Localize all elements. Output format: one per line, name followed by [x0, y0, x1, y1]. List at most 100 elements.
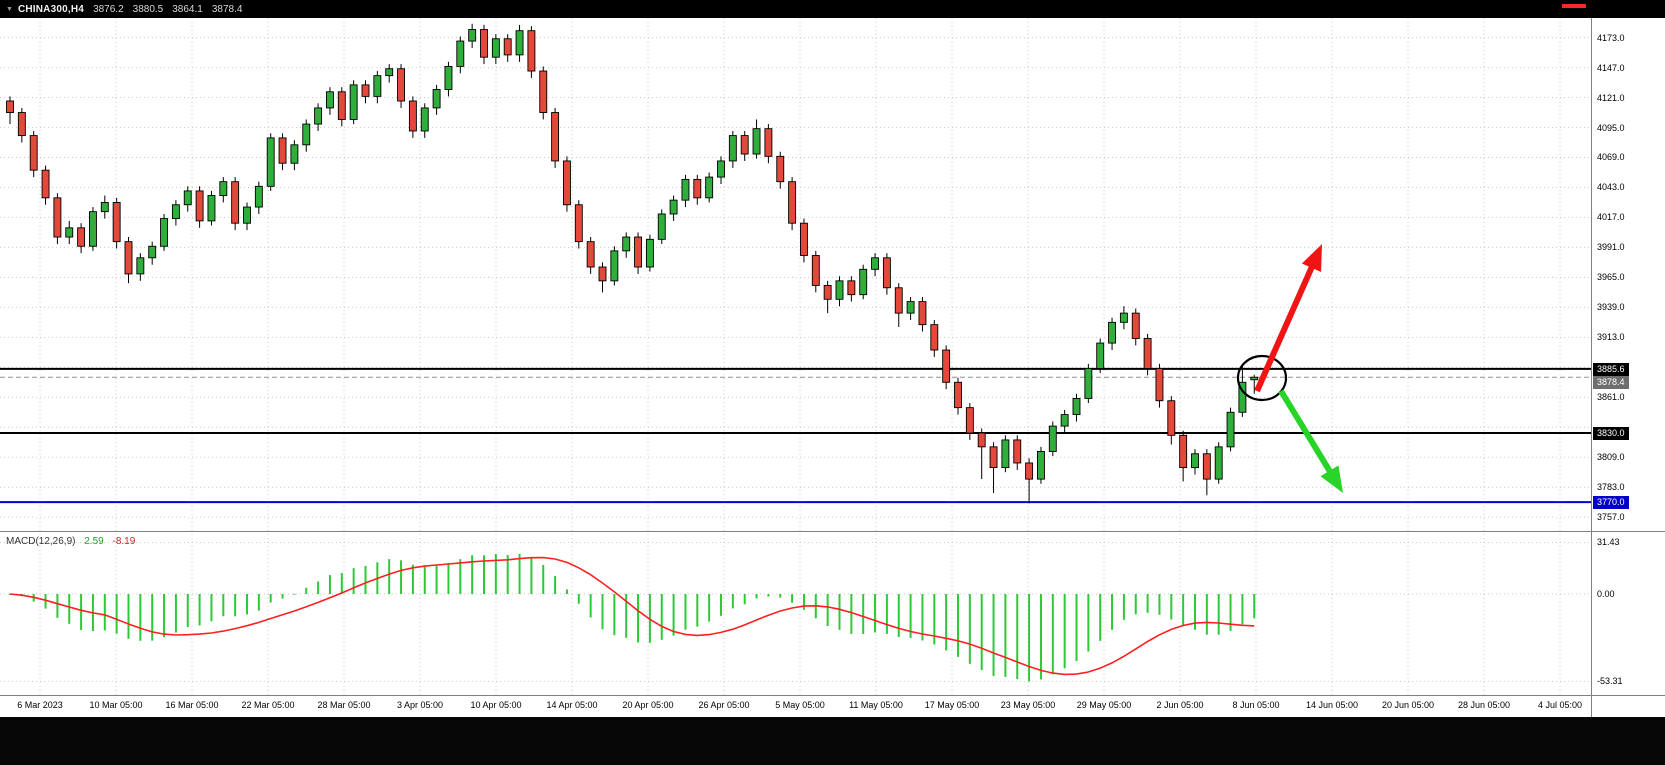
candle-bullish [669, 199, 678, 215]
candle-bullish [610, 250, 619, 282]
candle-bearish [77, 227, 86, 247]
candle-bullish [645, 238, 654, 268]
symbol-dropdown-icon[interactable]: ▼ [6, 5, 13, 13]
candle-bullish [681, 178, 690, 201]
macd-main-value: 2.59 [84, 536, 104, 547]
candle-bullish [373, 75, 382, 97]
macd-label: MACD(12,26,9) [6, 536, 76, 547]
candle-bearish [337, 91, 346, 120]
candle-bearish [231, 181, 240, 224]
candle-bearish [112, 201, 121, 243]
candle-bullish [326, 91, 334, 109]
macd-indicator-header: MACD(12,26,9) 2.59 -8.19 [6, 536, 135, 547]
candle-bearish [977, 432, 986, 448]
candle-bullish [432, 89, 441, 109]
candle-bullish [515, 30, 524, 56]
candle-bearish [195, 190, 204, 222]
candle-bearish [776, 155, 785, 183]
symbol-timeframe-label: CHINA300,H4 [17, 3, 85, 15]
bullish-arrow-head[interactable] [1301, 244, 1322, 273]
candle-bullish [136, 257, 145, 275]
candle-bearish [1155, 368, 1164, 402]
bearish-arrow-head[interactable] [1320, 465, 1343, 493]
candle-bearish [53, 197, 62, 238]
candle-bullish [1048, 425, 1057, 452]
candle-bullish [1072, 397, 1081, 416]
candle-bullish [622, 236, 631, 252]
candle-bearish [1143, 338, 1152, 369]
candle-bullish [1250, 376, 1259, 381]
candle-bullish [1108, 321, 1117, 344]
candle-bullish [148, 245, 157, 259]
candle-bearish [764, 128, 773, 157]
macd-signal-value: -8.19 [112, 536, 136, 547]
candle-bullish [243, 206, 251, 224]
candle-bearish [918, 301, 927, 326]
chart-title-bar: ▼ CHINA300,H4 3876.2 3880.5 3864.1 3878.… [0, 0, 1665, 18]
candle-bullish [752, 128, 761, 155]
candle-bullish [1119, 312, 1128, 323]
candle-bearish [503, 38, 512, 56]
candle-bullish [456, 40, 465, 67]
candle-bullish [1096, 342, 1105, 369]
candle-bearish [574, 204, 583, 243]
candle-bearish [954, 381, 962, 409]
candle-bullish [302, 123, 311, 146]
candle-bearish [17, 112, 26, 137]
candle-bearish [278, 137, 287, 164]
candle-bearish [942, 349, 951, 383]
candle-bullish [491, 38, 500, 58]
candle-bearish [539, 70, 548, 113]
candle-bearish [811, 255, 820, 286]
candle-bullish [1238, 381, 1247, 413]
candle-bearish [1179, 434, 1188, 469]
candle-bullish [468, 29, 477, 42]
candle-bullish [266, 137, 275, 187]
candle-bearish [894, 287, 903, 314]
candle-bullish [207, 195, 216, 222]
candle-bullish [314, 107, 323, 125]
candle-bearish [586, 241, 595, 268]
red-marker [1562, 4, 1586, 8]
candle-bullish [65, 227, 74, 238]
macd-signal-line [9, 556, 1255, 676]
candle-bearish [847, 280, 856, 296]
candle-bearish [965, 407, 974, 434]
candle-bullish [100, 201, 109, 213]
bottom-panel [0, 718, 1665, 765]
candle-bullish [171, 204, 180, 220]
candle-bullish [88, 211, 97, 247]
candle-bearish [598, 266, 607, 282]
candle-bullish [1191, 453, 1199, 469]
candle-bullish [349, 84, 358, 120]
candle-bearish [823, 285, 832, 300]
candle-bearish [41, 169, 50, 199]
ohlc-open-value: 3876.2 [93, 3, 124, 15]
bullish-arrow[interactable] [1254, 263, 1316, 393]
candle-bearish [563, 160, 571, 206]
candle-bearish [930, 324, 939, 351]
candle-bearish [800, 222, 808, 256]
candle-bullish [290, 144, 299, 164]
candle-bullish [1214, 446, 1223, 480]
candle-bullish [859, 268, 868, 296]
candle-bullish [444, 65, 453, 90]
bearish-arrow[interactable] [1278, 389, 1334, 475]
candle-bullish [254, 185, 263, 208]
candle-bullish [705, 176, 714, 199]
candle-bearish [397, 68, 405, 102]
candle-bullish [657, 213, 666, 240]
candle-bullish [420, 107, 429, 132]
candle-bearish [480, 29, 488, 58]
macd-histogram [9, 553, 1256, 682]
candle-bearish [882, 257, 891, 289]
candle-bearish [29, 135, 38, 171]
candle-bullish [1060, 414, 1069, 427]
highlight-circle[interactable] [1236, 354, 1288, 402]
candle-bearish [1131, 312, 1140, 339]
candle-bullish [1084, 368, 1093, 399]
candle-bearish [740, 135, 749, 155]
ohlc-low-value: 3864.1 [172, 3, 203, 15]
candle-bullish [1036, 451, 1045, 480]
